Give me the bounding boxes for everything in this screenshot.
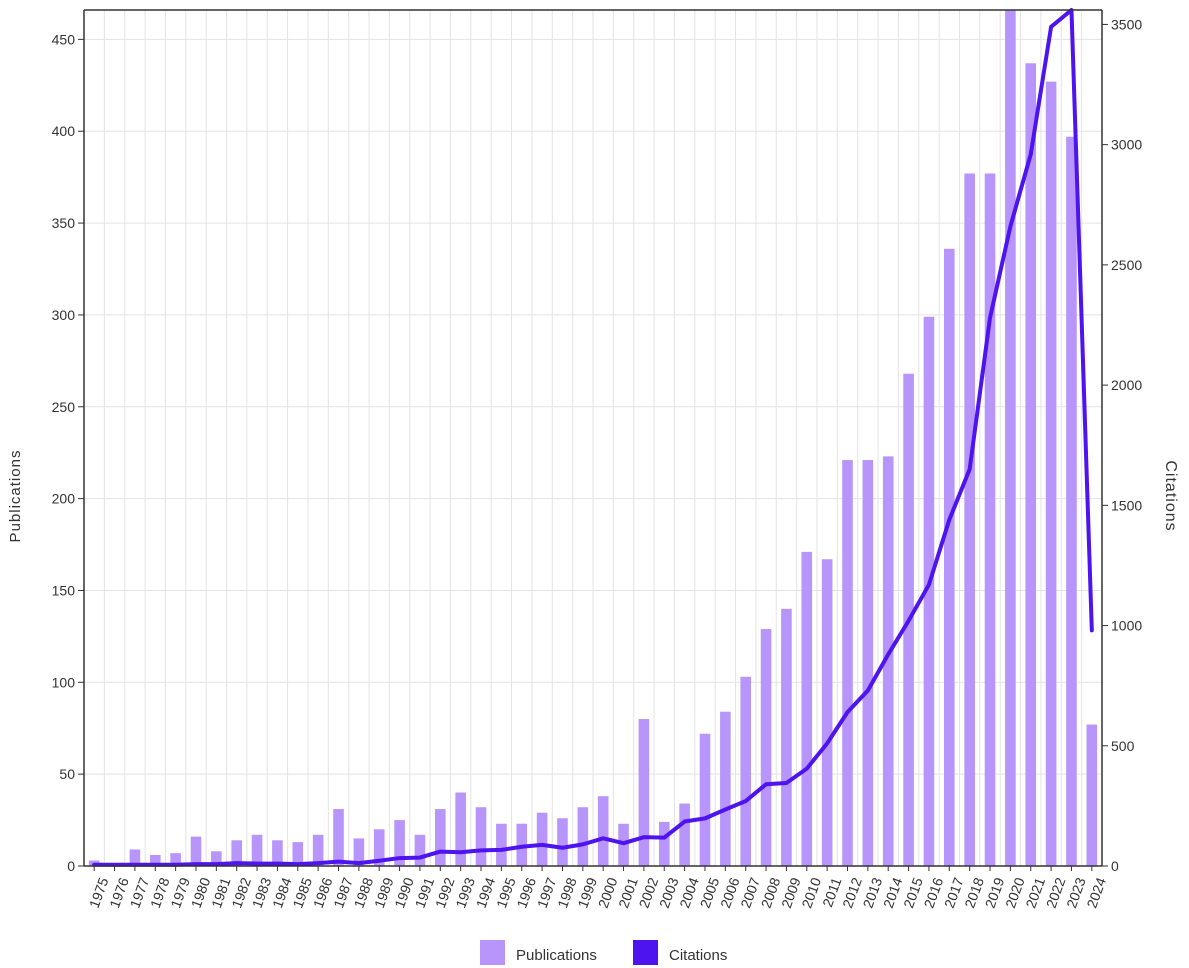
- bar-publications-2016: [923, 316, 935, 867]
- bar-publications-1985: [292, 842, 304, 866]
- bar-publications-1988: [353, 838, 365, 866]
- bar-publications-2019: [984, 173, 996, 866]
- bar-publications-2010: [801, 551, 813, 866]
- bar-publications-1998: [557, 818, 568, 866]
- grid-lines: [83, 10, 1103, 867]
- bar-publications-2009: [781, 608, 792, 866]
- bar-publications-2011: [821, 559, 833, 866]
- bar-publications-1983: [251, 834, 263, 866]
- left-tick-label: 250: [52, 399, 76, 415]
- bar-publications-2007: [740, 676, 751, 866]
- right-tick-label: 2500: [1111, 257, 1142, 273]
- bar-publications-1986: [312, 834, 324, 866]
- bar-publications-1989: [373, 829, 385, 866]
- bar-publications-1994: [475, 807, 487, 866]
- bar-publications-2022: [1045, 81, 1057, 867]
- right-axis-ticks: 0 500 1000 1500 2000 2500 3000 3500: [1102, 16, 1142, 874]
- left-tick-label: 300: [52, 307, 76, 323]
- legend-swatch-publications: [480, 940, 505, 965]
- legend-label-citations: Citations: [669, 947, 727, 964]
- bar-publications-2021: [1025, 63, 1037, 866]
- bar-publications-2005: [699, 733, 711, 866]
- bar-publications-2008: [760, 629, 772, 866]
- bar-publications-1995: [496, 823, 507, 866]
- right-tick-label: 1000: [1111, 618, 1142, 634]
- bar-publications-2006: [720, 711, 731, 866]
- left-tick-label: 450: [52, 31, 76, 47]
- right-tick-label: 0: [1111, 858, 1119, 874]
- right-tick-label: 3000: [1111, 137, 1142, 153]
- legend-label-publications: Publications: [516, 947, 597, 964]
- left-tick-label: 350: [52, 215, 76, 231]
- y-axis-left-label: Publications: [7, 450, 24, 543]
- bar-publications-1993: [455, 792, 466, 866]
- left-tick-label: 150: [52, 582, 76, 598]
- bar-publications-2004: [679, 803, 690, 866]
- left-tick-label: 400: [52, 123, 76, 139]
- bar-publications-2002: [638, 719, 650, 866]
- legend-swatch-citations: [633, 940, 658, 965]
- right-tick-label: 500: [1111, 738, 1135, 754]
- bar-publications-2018: [964, 173, 975, 866]
- bar-publications-2013: [862, 460, 874, 866]
- legend: Publications Citations: [480, 940, 727, 965]
- bar-publications-1984: [272, 840, 283, 866]
- left-tick-label: 200: [52, 491, 76, 507]
- bar-publications-2000: [597, 796, 609, 866]
- left-tick-label: 100: [52, 674, 76, 690]
- axes: [83, 9, 1103, 867]
- bar-publications-1997: [536, 812, 548, 866]
- right-tick-label: 1500: [1111, 497, 1142, 513]
- left-tick-label: 50: [59, 766, 75, 782]
- bar-publications-1990: [394, 820, 405, 866]
- right-tick-label: 2000: [1111, 377, 1142, 393]
- bar-publications-1999: [577, 807, 589, 866]
- bar-publications-1992: [435, 809, 446, 866]
- bar-publications-1977: [129, 849, 141, 866]
- bar-publications-2017: [944, 248, 955, 866]
- bar-publications-1978: [149, 854, 161, 866]
- bar-publications-2014: [882, 456, 894, 866]
- bar-publications-2023: [1066, 136, 1077, 867]
- bar-publications-2020: [1005, 10, 1016, 866]
- left-axis-ticks: 0 50 100 150 200 250 300 350 400 450: [52, 31, 84, 874]
- bar-publications-1981: [211, 851, 222, 866]
- bar-publications-2012: [842, 460, 853, 866]
- bar-publications-1987: [333, 809, 344, 866]
- bar-publications-1982: [231, 840, 242, 866]
- y-axis-right-label: Citations: [1162, 460, 1179, 531]
- citations-line-group: [92, 8, 1094, 867]
- bar-publications-1980: [190, 836, 202, 866]
- right-tick-label: 3500: [1111, 16, 1142, 32]
- bar-publications-2024: [1086, 724, 1098, 866]
- left-tick-label: 0: [67, 858, 75, 874]
- bar-publications-1979: [170, 853, 181, 866]
- bar-publications-1991: [414, 834, 426, 866]
- bar-publications-2003: [658, 821, 670, 866]
- citations-line: [92, 8, 1094, 867]
- x-axis-ticks: 1975197619771978197919801981198219831984…: [86, 866, 1109, 910]
